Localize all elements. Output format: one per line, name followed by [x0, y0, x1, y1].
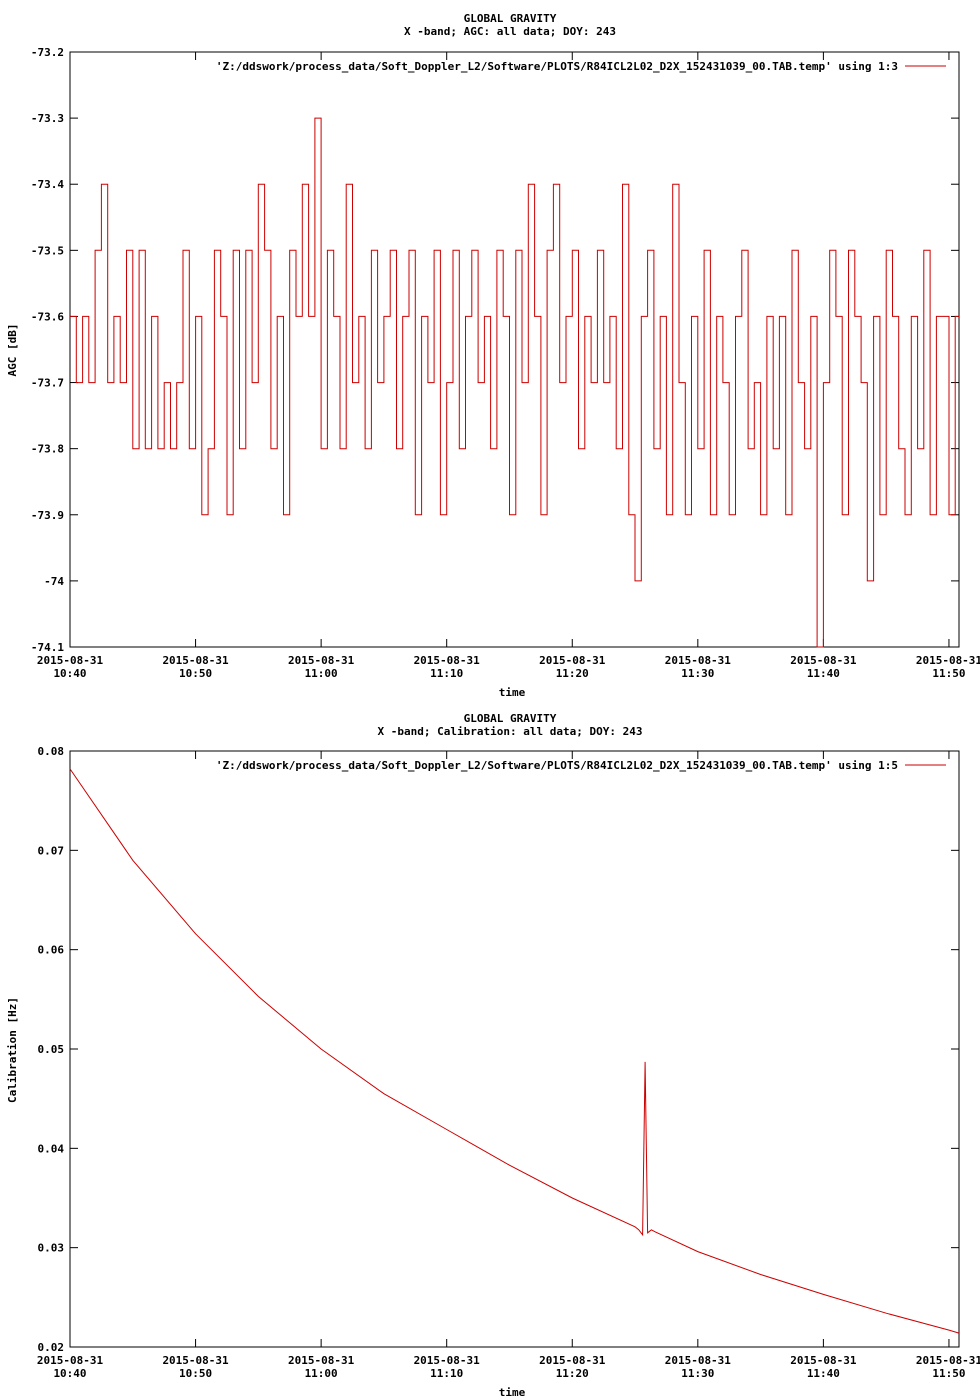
- y-tick-label: -73.8: [31, 443, 64, 456]
- x-tick-label-date: 2015-08-31: [790, 1354, 857, 1367]
- x-tick-label-date: 2015-08-31: [288, 654, 355, 667]
- x-tick-label-time: 10:50: [179, 1367, 212, 1380]
- x-tick-label-date: 2015-08-31: [665, 1354, 732, 1367]
- x-tick-label-time: 11:10: [430, 1367, 463, 1380]
- x-tick-label-time: 10:50: [179, 667, 212, 680]
- chart-title: GLOBAL GRAVITY: [464, 712, 557, 725]
- y-tick-label: 0.07: [38, 844, 65, 857]
- y-tick-label: 0.05: [38, 1043, 65, 1056]
- x-tick-label-time: 11:50: [932, 667, 965, 680]
- y-tick-label: -74: [44, 575, 64, 588]
- x-axis-label: time: [499, 1386, 526, 1399]
- chart-subtitle: X -band; Calibration: all data; DOY: 243: [378, 725, 643, 738]
- x-tick-label-date: 2015-08-31: [790, 654, 857, 667]
- y-tick-label: -73.7: [31, 377, 64, 390]
- calibration-series-line: [69, 768, 960, 1334]
- y-tick-label: -74.1: [31, 641, 64, 654]
- x-tick-label-date: 2015-08-31: [539, 1354, 606, 1367]
- x-tick-label-date: 2015-08-31: [162, 654, 229, 667]
- y-tick-label: -73.5: [31, 244, 64, 257]
- y-tick-label: 0.03: [38, 1242, 65, 1255]
- x-tick-label-date: 2015-08-31: [37, 1354, 104, 1367]
- x-tick-label-time: 11:10: [430, 667, 463, 680]
- chart-title: GLOBAL GRAVITY: [464, 12, 557, 25]
- x-tick-label-date: 2015-08-31: [539, 654, 606, 667]
- x-tick-label-time: 10:40: [53, 1367, 86, 1380]
- x-tick-label-date: 2015-08-31: [916, 1354, 980, 1367]
- x-tick-label-time: 11:00: [305, 667, 338, 680]
- y-axis-label: Calibration [Hz]: [6, 997, 19, 1103]
- x-tick-label-time: 11:40: [807, 1367, 840, 1380]
- y-tick-label: 0.02: [38, 1341, 65, 1354]
- y-axis-label: AGC [dB]: [6, 324, 19, 377]
- x-tick-label-time: 11:00: [305, 1367, 338, 1380]
- x-axis-ticks: 2015-08-3110:402015-08-3110:502015-08-31…: [37, 52, 980, 680]
- x-tick-label-time: 11:30: [681, 1367, 714, 1380]
- x-tick-label-date: 2015-08-31: [916, 654, 980, 667]
- x-tick-label-time: 11:40: [807, 667, 840, 680]
- agc-series-line: [70, 117, 959, 648]
- x-tick-label-date: 2015-08-31: [288, 1354, 355, 1367]
- y-tick-label: 0.06: [38, 944, 65, 957]
- calibration-chart: GLOBAL GRAVITY X -band; Calibration: all…: [6, 712, 980, 1399]
- x-tick-label-time: 11:20: [556, 1367, 589, 1380]
- x-tick-label-date: 2015-08-31: [37, 654, 104, 667]
- x-tick-label-time: 11:20: [556, 667, 589, 680]
- x-tick-label-date: 2015-08-31: [162, 1354, 229, 1367]
- plot-frame: [69, 750, 960, 1348]
- x-tick-label-time: 11:50: [932, 1367, 965, 1380]
- x-tick-label-date: 2015-08-31: [665, 654, 732, 667]
- x-tick-label-date: 2015-08-31: [414, 654, 481, 667]
- legend-entry: 'Z:/ddswork/process_data/Soft_Doppler_L2…: [216, 60, 898, 73]
- y-axis-ticks: 0.02 0.03 0.04 0.05 0.06 0.07 0.08: [38, 745, 959, 1354]
- x-tick-label-time: 11:30: [681, 667, 714, 680]
- y-tick-label: 0.08: [38, 745, 65, 758]
- y-tick-label: -73.9: [31, 509, 64, 522]
- x-axis-ticks: 2015-08-3110:402015-08-3110:502015-08-31…: [37, 751, 980, 1380]
- x-tick-label-time: 10:40: [53, 667, 86, 680]
- y-tick-label: -73.2: [31, 46, 64, 59]
- y-tick-label: -73.6: [31, 310, 64, 323]
- y-tick-label: 0.04: [38, 1142, 65, 1155]
- x-axis-label: time: [499, 686, 526, 699]
- chart-subtitle: X -band; AGC: all data; DOY: 243: [404, 25, 616, 38]
- plot-frame: [69, 51, 960, 648]
- y-tick-label: -73.4: [31, 178, 64, 191]
- y-axis-ticks: -73.2 -73.3 -73.4 -73.5 -73.6 -73.7 -73.8 -73.9…: [31, 46, 959, 654]
- x-tick-label-date: 2015-08-31: [414, 1354, 481, 1367]
- agc-chart: GLOBAL GRAVITY X -band; AGC: all data; D…: [6, 12, 980, 699]
- legend-entry: 'Z:/ddswork/process_data/Soft_Doppler_L2…: [216, 759, 898, 772]
- y-tick-label: -73.3: [31, 112, 64, 125]
